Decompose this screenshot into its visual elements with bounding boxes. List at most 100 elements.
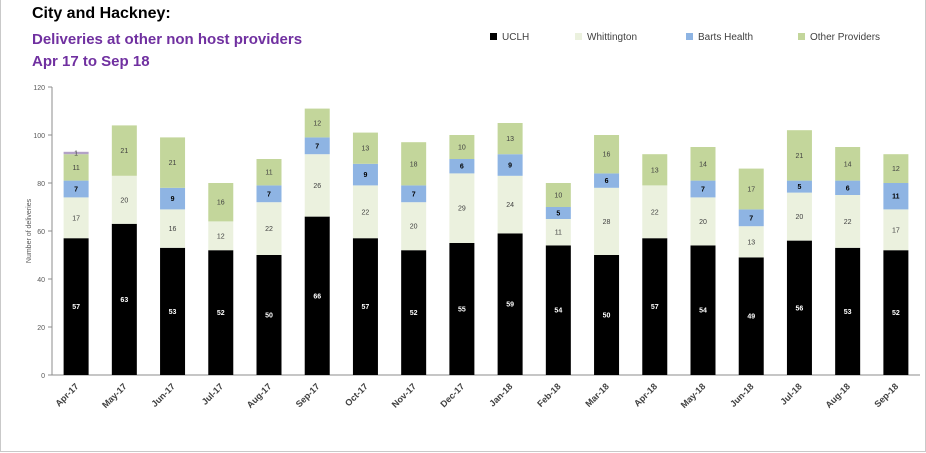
data-label-other-providers: 21 [796, 153, 804, 160]
y-tick-label: 80 [37, 181, 45, 188]
y-tick-label: 20 [37, 325, 45, 332]
data-label-other-providers: 14 [699, 161, 707, 168]
bar-segment-uclh [63, 238, 89, 375]
bar-segment-other-providers [401, 142, 427, 186]
bar-segment-uclh [111, 223, 137, 375]
bar-segment-other-providers [208, 183, 234, 222]
bar-segment-extra [63, 151, 89, 155]
data-label-barts-health: 6 [460, 164, 464, 171]
x-tick-label: Sep-17 [294, 381, 322, 409]
data-label-barts-health: 7 [412, 191, 416, 198]
legend-item-whittington: Whittington [575, 32, 637, 43]
bar-segment-uclh [545, 245, 571, 375]
x-tick-label: Aug-17 [245, 381, 274, 410]
data-label-uclh: 50 [603, 313, 611, 320]
data-label-uclh: 66 [313, 293, 321, 300]
legend-item-other-providers: Other Providers [798, 32, 880, 43]
bar-segment-whittington [642, 185, 668, 239]
data-label-uclh: 54 [554, 308, 562, 315]
legend-item-barts-health: Barts Health [686, 32, 753, 43]
data-label-uclh: 54 [699, 308, 707, 315]
data-label-uclh: 56 [796, 305, 804, 312]
bar-segment-barts-health [835, 180, 861, 195]
bar-segment-uclh [690, 245, 716, 375]
data-label-barts-health: 7 [315, 143, 319, 150]
bar-segment-uclh [738, 257, 764, 375]
data-label-whittington: 26 [313, 183, 321, 190]
legend-label-whittington: Whittington [587, 32, 638, 43]
data-label-other-providers: 21 [169, 160, 177, 167]
data-label-other-providers: 11 [72, 165, 79, 172]
data-label-uclh: 57 [362, 304, 370, 311]
data-label-whittington: 17 [892, 227, 900, 234]
data-label-uclh: 57 [651, 304, 659, 311]
data-label-barts-health: 6 [846, 185, 850, 192]
bar-segment-barts-health [690, 180, 716, 198]
data-label-other-providers: 10 [458, 145, 466, 152]
bar-segment-other-providers [111, 125, 137, 176]
bar-segment-other-providers [497, 123, 523, 155]
data-label-whittington: 22 [362, 209, 370, 216]
legend-swatch-other-providers [798, 33, 805, 40]
data-label-whittington: 29 [458, 206, 466, 213]
bar-segment-whittington [208, 221, 234, 251]
data-label-uclh: 53 [844, 309, 852, 316]
data-label-other-providers: 16 [217, 200, 225, 207]
legend-swatch-barts-health [686, 33, 693, 40]
bar-segment-whittington [111, 175, 137, 224]
data-label-barts-health: 11 [892, 194, 900, 201]
bar-segment-barts-health [63, 180, 89, 198]
data-label-other-providers: 13 [651, 167, 659, 174]
data-label-other-providers: 17 [747, 187, 755, 194]
legend-item-uclh: UCLH [490, 32, 529, 43]
bar-segment-uclh [304, 216, 330, 375]
chart-heading-period: Apr 17 to Sep 18 [32, 53, 150, 70]
data-label-whittington: 12 [217, 233, 225, 240]
bar-segment-uclh [497, 233, 523, 375]
bar-segment-other-providers [449, 135, 475, 159]
bar-segment-whittington [594, 187, 620, 255]
data-label-barts-health: 9 [171, 196, 175, 203]
bar-segment-uclh [160, 247, 186, 375]
bar-segment-barts-health [449, 159, 475, 174]
bar-segment-other-providers [160, 137, 186, 188]
bar-segment-barts-health [304, 137, 330, 155]
bar-segment-barts-health [401, 185, 427, 203]
bar-segment-other-providers [738, 168, 764, 210]
y-tick-label: 40 [37, 277, 45, 284]
data-label-other-providers: 21 [120, 148, 128, 155]
x-tick-label: Jul-17 [200, 381, 225, 406]
x-tick-label: May-18 [679, 381, 708, 410]
data-label-whittington: 20 [120, 197, 128, 204]
bar-segment-whittington [690, 197, 716, 246]
x-tick-label: Jan-18 [487, 381, 514, 408]
data-label-whittington: 17 [72, 215, 80, 222]
bar-segment-other-providers [63, 154, 89, 181]
bar-segment-whittington [256, 202, 282, 255]
data-label-barts-health: 6 [605, 178, 609, 185]
y-tick-label: 60 [37, 229, 45, 236]
legend-label-uclh: UCLH [502, 32, 530, 43]
bar-segment-uclh [642, 238, 668, 375]
bar-segment-uclh [208, 250, 234, 375]
bar-segment-whittington [160, 209, 186, 248]
bar-segment-uclh [835, 247, 861, 375]
data-label-barts-health: 9 [508, 163, 512, 170]
bar-segment-whittington [304, 154, 330, 217]
bar-segment-whittington [352, 185, 378, 239]
data-label-barts-health: 7 [701, 187, 705, 194]
data-label-whittington: 22 [651, 209, 659, 216]
bar-segment-other-providers [594, 135, 620, 174]
data-label-uclh: 52 [217, 310, 225, 317]
data-label-whittington: 20 [699, 219, 707, 226]
data-label-other-providers: 16 [603, 152, 611, 159]
bar-segment-whittington [883, 209, 909, 251]
chart-heading-subject: Deliveries at other non host providers [32, 31, 303, 48]
bar-segment-other-providers [835, 147, 861, 181]
x-tick-label: Sep-18 [872, 381, 900, 409]
data-label-uclh: 53 [169, 309, 177, 316]
x-tick-label: Jun-17 [149, 381, 177, 409]
data-label-extra: 1 [74, 151, 78, 158]
data-label-whittington: 22 [265, 226, 273, 233]
